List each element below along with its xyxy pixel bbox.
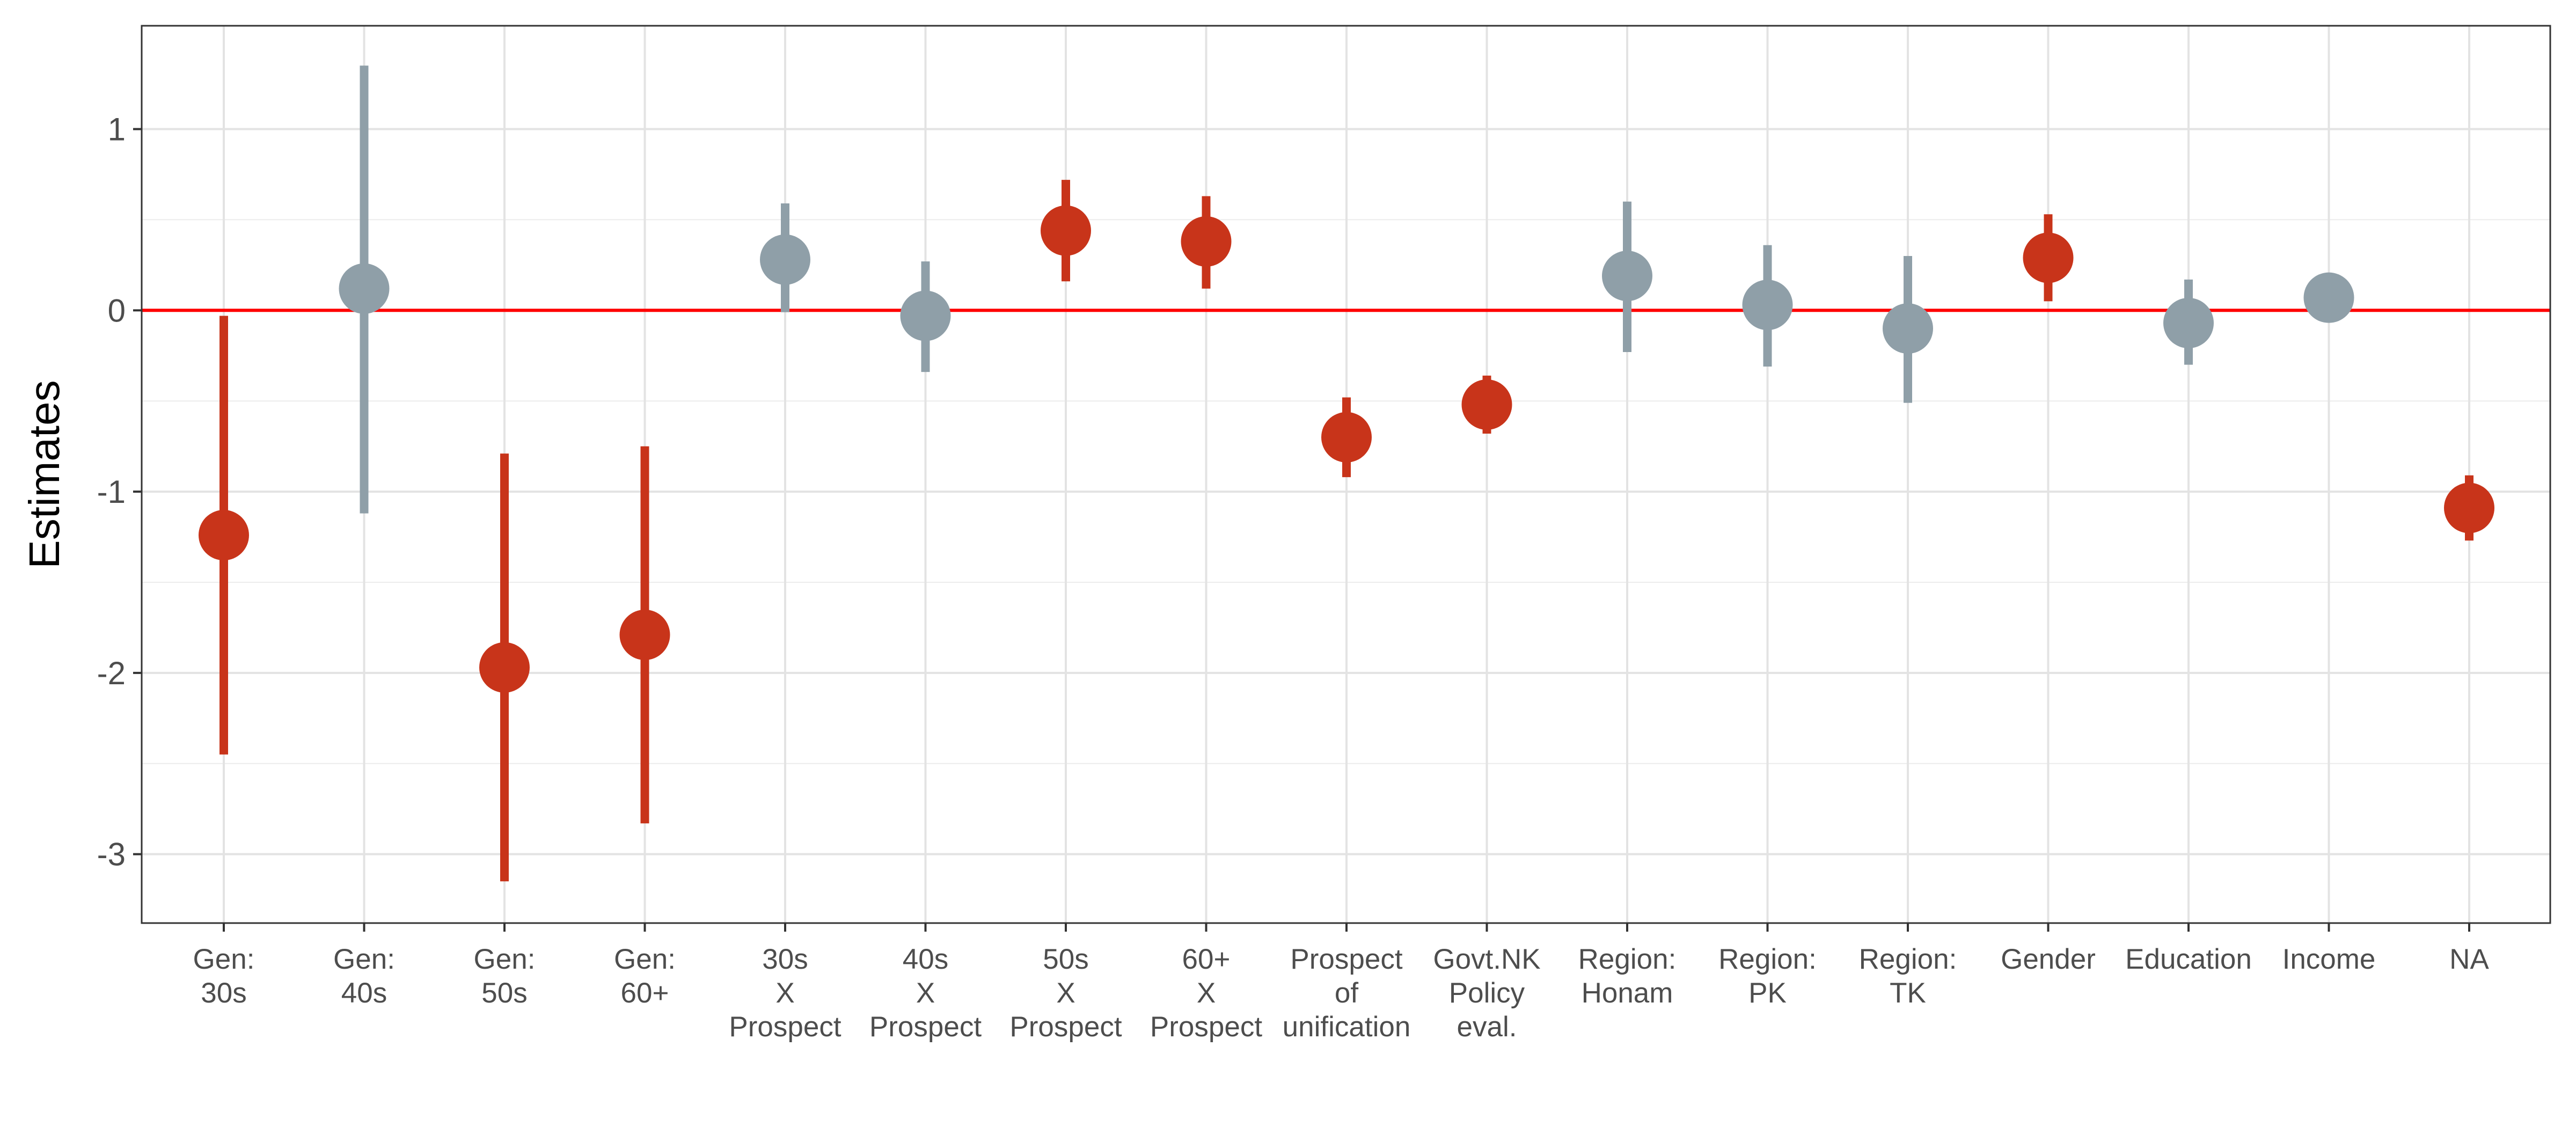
x-tick-label-line: 50s	[1043, 943, 1088, 975]
point-estimate	[619, 609, 670, 660]
x-tick-label-line: Region:	[1578, 943, 1677, 975]
x-tick-label: 50s X Prospect	[1009, 943, 1122, 1043]
y-tick-label: 0	[108, 292, 126, 328]
x-tick-label: Region: TK	[1859, 943, 1957, 1009]
x-tick-label: Gen: 30s	[193, 943, 255, 1009]
x-tick-label: NA	[2449, 943, 2489, 975]
point-estimate	[900, 290, 951, 341]
point-estimate	[760, 234, 810, 285]
x-tick-label: Income	[2282, 943, 2376, 975]
x-tick-label: Gen: 50s	[474, 943, 536, 1009]
data-points	[199, 205, 2494, 693]
x-tick-label-line: Prospect	[1009, 1011, 1122, 1043]
x-tick-label-line: 40s	[903, 943, 948, 975]
x-tick-label: 30s X Prospect	[729, 943, 841, 1043]
x-tick-label-line: TK	[1890, 977, 1926, 1009]
point-estimate	[339, 263, 390, 314]
x-tick-label-line: NA	[2449, 943, 2489, 975]
x-tick-label: Education	[2125, 943, 2252, 975]
x-tick-label-line: Region:	[1718, 943, 1817, 975]
x-tick-label-line: X	[1197, 977, 1216, 1009]
x-tick-label: Gen: 60+	[614, 943, 676, 1009]
x-tick-label: Region: Honam	[1578, 943, 1677, 1009]
point-estimate	[1602, 251, 1652, 302]
x-tick-label-line: 30s	[201, 977, 246, 1009]
x-tick-label-line: X	[775, 977, 794, 1009]
x-tick-label-line: Prospect	[869, 1011, 982, 1043]
x-tick-label-line: Prospect	[1290, 943, 1402, 975]
point-estimate	[479, 642, 530, 693]
x-tick-label: Prospect of unification	[1283, 943, 1411, 1043]
point-estimate	[1742, 280, 1793, 331]
y-axis-title: Estimates	[20, 380, 68, 568]
y-tick-label: 1	[108, 112, 126, 148]
point-estimate	[1883, 303, 1933, 354]
x-tick-label-line: 40s	[341, 977, 387, 1009]
x-tick-label-line: PK	[1748, 977, 1787, 1009]
x-tick-label-line: 60+	[1182, 943, 1231, 975]
x-tick-label-line: Gen:	[193, 943, 255, 975]
point-estimate	[1181, 216, 1232, 267]
x-tick-label-line: 30s	[762, 943, 808, 975]
y-tick-label: -2	[97, 655, 126, 691]
x-tick-label-line: Gen:	[614, 943, 676, 975]
x-tick-label-line: Gender	[2001, 943, 2096, 975]
x-tick-label-line: Prospect	[1150, 1011, 1262, 1043]
point-estimate	[1041, 205, 1091, 256]
x-tick-label-line: Region:	[1859, 943, 1957, 975]
x-tick-label-line: Honam	[1582, 977, 1673, 1009]
point-estimate	[199, 510, 249, 561]
x-tick-label-line: eval.	[1457, 1011, 1517, 1043]
x-tick-label-line: Gen:	[333, 943, 395, 975]
point-estimate	[2303, 272, 2354, 323]
x-tick-label: 40s X Prospect	[869, 943, 982, 1043]
x-tick-label: 60+ X Prospect	[1150, 943, 1262, 1043]
x-tick-label: Govt.NK Policy eval.	[1433, 943, 1540, 1043]
point-estimate	[2444, 482, 2494, 533]
point-estimate	[2163, 297, 2214, 348]
x-tick-label: Gender	[2001, 943, 2096, 975]
y-tick-label: -3	[97, 837, 126, 873]
x-tick-label-line: unification	[1283, 1011, 1411, 1043]
x-tick-label-line: of	[1335, 977, 1358, 1009]
point-estimate	[1321, 412, 1372, 463]
x-tick-label-line: Income	[2282, 943, 2376, 975]
x-tick-label-line: X	[1056, 977, 1075, 1009]
point-estimate	[1461, 379, 1512, 430]
x-tick-label-line: 60+	[621, 977, 669, 1009]
x-tick-label: Region: PK	[1718, 943, 1817, 1009]
x-tick-label-line: Govt.NK	[1433, 943, 1540, 975]
x-tick-label-line: Prospect	[729, 1011, 841, 1043]
x-tick-label: Gen: 40s	[333, 943, 395, 1009]
y-tick-label: -1	[97, 474, 126, 510]
x-tick-label-line: Gen:	[474, 943, 536, 975]
x-tick-label-line: Policy	[1449, 977, 1525, 1009]
x-tick-label-line: 50s	[481, 977, 527, 1009]
point-estimate	[2023, 232, 2074, 283]
x-tick-label-line: X	[916, 977, 935, 1009]
x-tick-label-line: Education	[2125, 943, 2252, 975]
